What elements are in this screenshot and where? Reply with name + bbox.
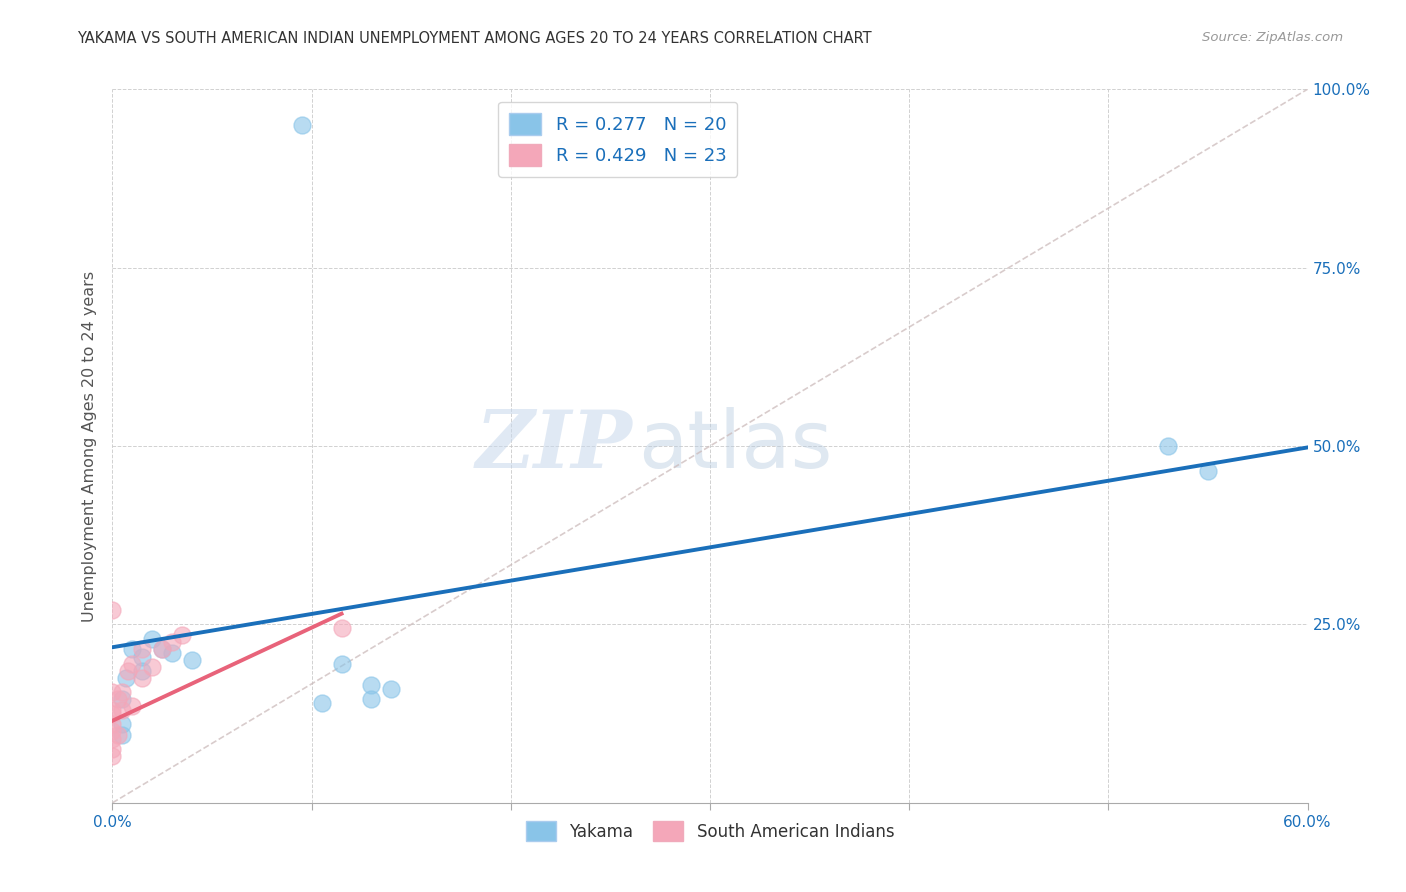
Point bbox=[101, 603, 124, 617]
Point bbox=[330, 621, 353, 635]
Legend: Yakama, South American Indians: Yakama, South American Indians bbox=[519, 814, 901, 848]
Point bbox=[141, 660, 163, 674]
Point bbox=[101, 703, 124, 717]
Y-axis label: Unemployment Among Ages 20 to 24 years: Unemployment Among Ages 20 to 24 years bbox=[82, 270, 97, 622]
Point bbox=[111, 717, 134, 731]
Point bbox=[101, 706, 124, 721]
Point bbox=[131, 664, 153, 678]
Point bbox=[360, 678, 382, 692]
Point bbox=[360, 692, 382, 706]
Point bbox=[311, 696, 333, 710]
Point bbox=[115, 671, 138, 685]
Point bbox=[111, 685, 134, 699]
Point bbox=[107, 728, 129, 742]
Point bbox=[141, 632, 163, 646]
Point bbox=[117, 664, 139, 678]
Point bbox=[1157, 439, 1180, 453]
Text: atlas: atlas bbox=[638, 407, 832, 485]
Point bbox=[101, 749, 124, 764]
Point bbox=[101, 724, 124, 739]
Point bbox=[150, 642, 173, 657]
Point bbox=[101, 717, 124, 731]
Point bbox=[107, 692, 129, 706]
Point bbox=[181, 653, 204, 667]
Point bbox=[101, 685, 124, 699]
Point bbox=[101, 742, 124, 756]
Point bbox=[111, 692, 134, 706]
Point bbox=[131, 649, 153, 664]
Point bbox=[172, 628, 194, 642]
Point bbox=[131, 642, 153, 657]
Text: Source: ZipAtlas.com: Source: ZipAtlas.com bbox=[1202, 31, 1343, 45]
Point bbox=[121, 699, 143, 714]
Point bbox=[380, 681, 402, 696]
Point bbox=[1197, 464, 1219, 478]
Text: YAKAMA VS SOUTH AMERICAN INDIAN UNEMPLOYMENT AMONG AGES 20 TO 24 YEARS CORRELATI: YAKAMA VS SOUTH AMERICAN INDIAN UNEMPLOY… bbox=[77, 31, 872, 46]
Point bbox=[131, 671, 153, 685]
Point bbox=[111, 703, 134, 717]
Point bbox=[121, 657, 143, 671]
Point bbox=[162, 646, 183, 660]
Point bbox=[121, 642, 143, 657]
Point bbox=[162, 635, 183, 649]
Text: ZIP: ZIP bbox=[475, 408, 633, 484]
Point bbox=[111, 728, 134, 742]
Point bbox=[291, 118, 314, 132]
Point bbox=[101, 731, 124, 746]
Point bbox=[330, 657, 353, 671]
Point bbox=[150, 642, 173, 657]
